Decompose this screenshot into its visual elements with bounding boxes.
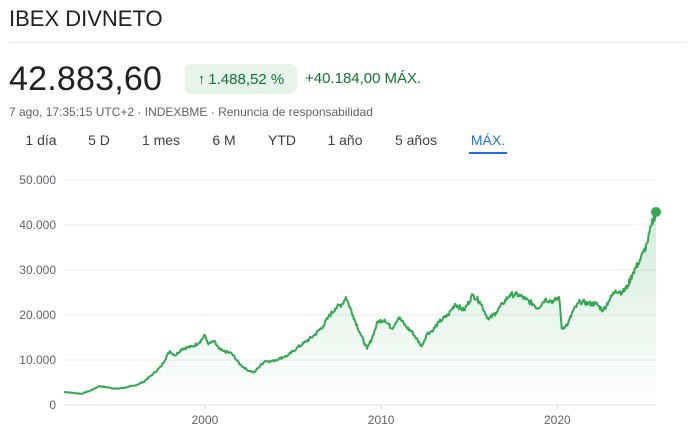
- y-tick-label: 40.000: [19, 218, 56, 232]
- range-tabs: 1 día 5 D 1 mes 6 M YTD 1 año 5 años MÁX…: [0, 130, 690, 156]
- price-chart[interactable]: 0 10.000 20.000 30.000 40.000 50.000 2000 2010…: [0, 165, 690, 428]
- percent-change-value: 1.488,52 %: [208, 70, 285, 88]
- absolute-change: +40.184,00 MÁX.: [305, 70, 421, 87]
- tab-max[interactable]: MÁX.: [469, 130, 507, 156]
- percent-change-badge: ↑ 1.488,52 %: [185, 64, 297, 94]
- y-tick-label: 30.000: [19, 263, 56, 277]
- x-tick-label: 2010: [368, 413, 395, 427]
- absolute-change-value: +40.184,00: [305, 70, 381, 87]
- page-title: IBEX DIVNETO: [9, 6, 163, 31]
- x-tick-label: 2020: [544, 413, 571, 427]
- x-tick-label: 2000: [192, 413, 219, 427]
- y-axis-labels: 0 10.000 20.000 30.000 40.000 50.000: [19, 173, 56, 412]
- tab-6-months[interactable]: 6 M: [212, 132, 236, 148]
- tab-1-month[interactable]: 1 mes: [141, 132, 181, 148]
- y-tick-label: 20.000: [19, 308, 56, 322]
- period-suffix: MÁX.: [384, 70, 422, 87]
- y-tick-label: 50.000: [19, 173, 56, 187]
- tab-1-day[interactable]: 1 día: [25, 132, 57, 148]
- price-line: [63, 211, 657, 395]
- tab-1-year[interactable]: 1 año: [327, 132, 363, 148]
- y-tick-label: 0: [49, 398, 56, 412]
- arrow-up-icon: ↑: [197, 70, 206, 88]
- x-axis-labels: 2000 2010 2020: [192, 405, 571, 427]
- tab-5-days[interactable]: 5 D: [88, 132, 110, 148]
- last-price-point: [651, 207, 661, 218]
- tab-5-years[interactable]: 5 años: [394, 132, 438, 148]
- price-area-fill: [64, 212, 656, 405]
- tab-ytd[interactable]: YTD: [268, 132, 296, 148]
- header-divider: [9, 42, 686, 43]
- y-tick-label: 10.000: [19, 353, 56, 367]
- quote-meta: 7 ago, 17:35:15 UTC+2 · INDEXBME · Renun…: [9, 105, 373, 119]
- current-price: 42.883,60: [9, 60, 163, 98]
